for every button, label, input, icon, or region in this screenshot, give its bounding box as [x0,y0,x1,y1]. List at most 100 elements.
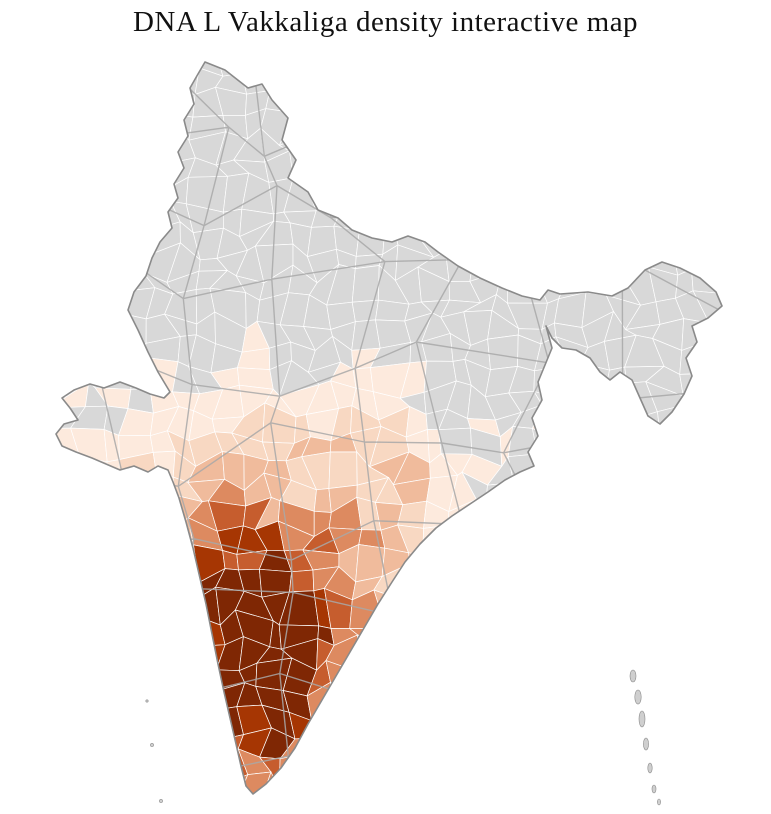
district-cell[interactable] [516,135,534,164]
district-cell[interactable] [50,703,79,737]
district-cell[interactable] [403,68,430,99]
district-cell[interactable] [604,591,640,623]
district-cell[interactable] [467,220,490,259]
district-cell[interactable] [421,76,445,99]
district-cell[interactable] [556,493,592,528]
district-cell[interactable] [693,795,724,814]
district-cell[interactable] [122,185,158,209]
district-cell[interactable] [374,209,400,236]
district-cell[interactable] [579,598,609,628]
district-cell[interactable] [683,690,704,704]
district-cell[interactable] [341,784,361,807]
district-cell[interactable] [554,102,593,144]
district-cell[interactable] [625,472,663,498]
district-cell[interactable] [179,800,188,814]
district-cell[interactable] [484,587,519,626]
district-cell[interactable] [511,769,540,811]
district-cell[interactable] [745,86,762,111]
district-cell[interactable] [747,669,771,697]
district-cell[interactable] [408,552,424,584]
district-cell[interactable] [485,747,524,778]
district-cell[interactable] [682,395,699,410]
district-cell[interactable] [690,479,728,507]
district-cell[interactable] [541,586,573,627]
district-cell[interactable] [143,736,168,763]
district-cell[interactable] [336,155,361,186]
district-cell[interactable] [384,87,409,110]
district-cell[interactable] [393,157,421,188]
district-cell[interactable] [555,417,596,444]
district-cell[interactable] [36,730,63,765]
district-cell[interactable] [71,681,96,714]
district-cell[interactable] [623,104,664,132]
district-cell[interactable] [561,586,594,627]
district-cell[interactable] [375,299,410,322]
district-cell[interactable] [322,49,366,75]
district-cell[interactable] [751,412,771,438]
district-cell[interactable] [102,526,135,556]
district-cell[interactable] [438,680,471,721]
district-cell[interactable] [751,201,771,237]
district-cell[interactable] [469,657,502,688]
district-cell[interactable] [694,408,723,434]
district-cell[interactable] [575,155,614,184]
district-cell[interactable] [443,35,475,77]
district-cell[interactable] [589,793,608,814]
district-cell[interactable] [453,776,477,807]
district-cell[interactable] [487,334,519,370]
district-cell[interactable] [448,564,480,602]
district-cell[interactable] [307,127,338,169]
district-cell[interactable] [692,774,720,806]
district-cell[interactable] [53,107,73,137]
district-cell[interactable] [73,571,110,601]
district-cell[interactable] [674,779,694,806]
district-cell[interactable] [383,105,408,130]
district-cell[interactable] [33,247,64,283]
district-cell[interactable] [556,625,584,651]
district-cell[interactable] [307,803,342,814]
district-cell[interactable] [578,450,609,487]
district-cell[interactable] [168,634,198,669]
district-cell[interactable] [633,620,656,650]
district-cell[interactable] [743,495,765,535]
district-cell[interactable] [393,88,426,112]
district-cell[interactable] [138,183,176,209]
district-cell[interactable] [600,563,627,600]
district-cell[interactable] [419,740,459,755]
district-cell[interactable] [80,231,112,254]
district-cell[interactable] [347,46,382,74]
district-cell[interactable] [439,656,472,688]
district-cell[interactable] [95,770,120,809]
district-cell[interactable] [556,64,588,100]
district-cell[interactable] [578,693,618,719]
district-cell[interactable] [672,221,711,262]
district-cell[interactable] [485,241,513,272]
district-cell[interactable] [347,84,389,121]
district-cell[interactable] [554,438,592,468]
district-cell[interactable] [75,476,105,512]
district-cell[interactable] [752,105,771,140]
district-cell[interactable] [35,501,59,530]
district-cell[interactable] [739,682,771,706]
district-cell[interactable] [508,521,545,561]
district-cell[interactable] [462,806,501,814]
district-cell[interactable] [553,382,596,419]
district-cell[interactable] [484,608,519,651]
district-cell[interactable] [349,752,376,791]
district-cell[interactable] [510,711,541,738]
district-cell[interactable] [692,141,730,162]
district-cell[interactable] [143,753,178,790]
district-cell[interactable] [73,752,105,773]
district-cell[interactable] [73,73,106,82]
district-cell[interactable] [646,179,687,214]
district-cell[interactable] [600,243,627,278]
district-cell[interactable] [446,611,474,642]
district-cell[interactable] [650,433,678,465]
district-cell[interactable] [94,341,132,373]
district-cell[interactable] [332,127,361,160]
district-cell[interactable] [468,683,502,721]
district-cell[interactable] [391,638,435,659]
district-cell[interactable] [379,46,406,70]
district-cell[interactable] [166,757,197,790]
district-cell[interactable] [589,784,616,800]
